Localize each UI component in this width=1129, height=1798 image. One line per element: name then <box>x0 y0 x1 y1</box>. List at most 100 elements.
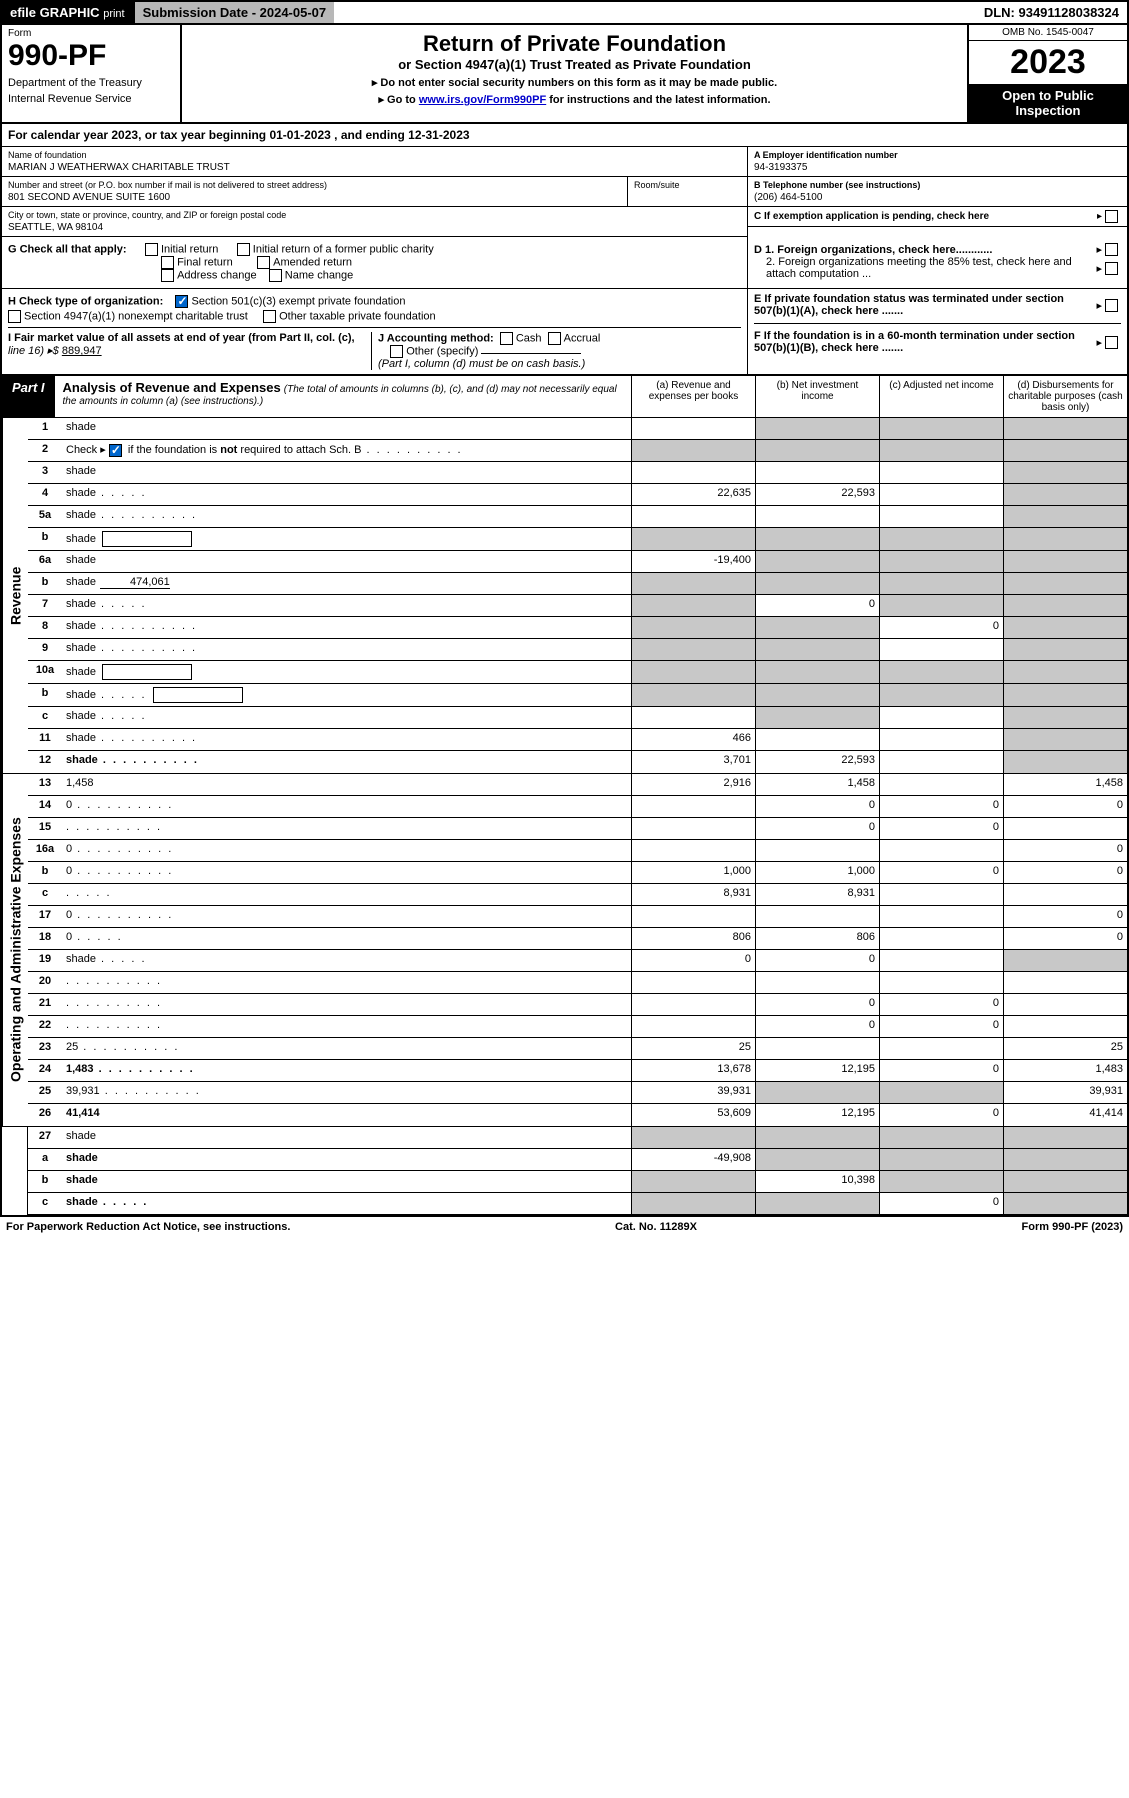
amount-cell-b: 0 <box>755 994 879 1015</box>
line-description: 0 <box>62 840 631 861</box>
amount-cell-a <box>631 639 755 660</box>
line-description: shade <box>62 729 631 750</box>
table-row: 2100 <box>28 994 1127 1016</box>
form-title: Return of Private Foundation <box>188 31 961 57</box>
amount-cell-c <box>879 906 1003 927</box>
amount-cell-d <box>1003 484 1127 505</box>
table-row: 23252525 <box>28 1038 1127 1060</box>
amount-cell-d: 1,483 <box>1003 1060 1127 1081</box>
amount-cell-b <box>755 1193 879 1214</box>
info-left: Name of foundation MARIAN J WEATHERWAX C… <box>2 147 747 237</box>
line-description: shade <box>62 950 631 971</box>
j-note: (Part I, column (d) must be on cash basi… <box>378 358 585 370</box>
d2-label: 2. Foreign organizations meeting the 85%… <box>754 256 1093 280</box>
addr-change-checkbox[interactable] <box>161 269 174 282</box>
name-change-checkbox[interactable] <box>269 269 282 282</box>
c-checkbox[interactable] <box>1105 210 1118 223</box>
f-checkbox[interactable] <box>1105 336 1118 349</box>
revenue-table: Revenue 1shade2Check ▸ if the foundation… <box>0 418 1129 774</box>
amount-cell-c <box>879 573 1003 594</box>
schb-checkbox[interactable] <box>109 444 122 457</box>
irs-link[interactable]: www.irs.gov/Form990PF <box>419 94 546 106</box>
other-label: Other (specify) <box>406 345 478 357</box>
d1-checkbox[interactable] <box>1105 243 1118 256</box>
info-grid: Name of foundation MARIAN J WEATHERWAX C… <box>0 147 1129 237</box>
c-cell: C If exemption application is pending, c… <box>748 207 1127 227</box>
line-number: 7 <box>28 595 62 616</box>
header-left: Form 990-PF Department of the Treasury I… <box>2 25 182 122</box>
amount-cell-b <box>755 639 879 660</box>
line-description: 0 <box>62 862 631 883</box>
amount-cell-a <box>631 661 755 683</box>
line-number: 3 <box>28 462 62 483</box>
initial-former-checkbox[interactable] <box>237 243 250 256</box>
bottom-table: 27shadeashade-49,908bshade10,398cshade0 <box>0 1127 1129 1217</box>
d2-checkbox[interactable] <box>1105 262 1118 275</box>
instr2-pre: ▸ Go to <box>378 94 418 106</box>
table-row: 1700 <box>28 906 1127 928</box>
other-method-checkbox[interactable] <box>390 345 403 358</box>
line-number: 4 <box>28 484 62 505</box>
header-center: Return of Private Foundation or Section … <box>182 25 967 122</box>
table-row: 8shade0 <box>28 617 1127 639</box>
footer-spacer <box>290 1221 615 1233</box>
column-headers: (a) Revenue and expenses per books (b) N… <box>631 376 1127 417</box>
room-cell: Room/suite <box>627 177 747 207</box>
amount-cell-b <box>755 1038 879 1059</box>
j-label: J Accounting method: <box>378 332 494 344</box>
amount-cell-a: -49,908 <box>631 1149 755 1170</box>
table-row: 1shade <box>28 418 1127 440</box>
amount-cell-a <box>631 1016 755 1037</box>
d1-label: D 1. Foreign organizations, check here..… <box>754 244 1093 256</box>
d-section: D 1. Foreign organizations, check here..… <box>747 237 1127 288</box>
amount-cell-a <box>631 595 755 616</box>
dln: DLN: 93491128038324 <box>976 2 1127 23</box>
amount-cell-b: 12,195 <box>755 1104 879 1126</box>
form-label: Form <box>8 28 174 39</box>
final-checkbox[interactable] <box>161 256 174 269</box>
room-label: Room/suite <box>634 180 741 190</box>
amount-cell-a <box>631 617 755 638</box>
inline-value: 474,061 <box>100 576 170 589</box>
name-label: Name of foundation <box>8 150 741 160</box>
h-opt2: Section 4947(a)(1) nonexempt charitable … <box>24 310 248 322</box>
amount-cell-d <box>1003 884 1127 905</box>
amended-checkbox[interactable] <box>257 256 270 269</box>
501c3-checkbox[interactable] <box>175 295 188 308</box>
table-row: 1500 <box>28 818 1127 840</box>
line-number: 11 <box>28 729 62 750</box>
amount-cell-b <box>755 440 879 461</box>
amount-cell-c <box>879 506 1003 527</box>
cash-checkbox[interactable] <box>500 332 513 345</box>
amount-cell-d <box>1003 617 1127 638</box>
amount-cell-a <box>631 972 755 993</box>
amount-cell-a <box>631 462 755 483</box>
line-number: 15 <box>28 818 62 839</box>
arrow-icon: ▸ <box>1096 262 1102 275</box>
amount-cell-a <box>631 440 755 461</box>
initial-checkbox[interactable] <box>145 243 158 256</box>
foundation-name-cell: Name of foundation MARIAN J WEATHERWAX C… <box>2 147 747 177</box>
efile-label[interactable]: efile GRAPHIC print <box>2 2 133 23</box>
ein-label: A Employer identification number <box>754 150 1121 160</box>
print-text[interactable]: print <box>103 8 124 20</box>
address-cell: Number and street (or P.O. box number if… <box>2 177 627 207</box>
fmv-value: 889,947 <box>62 345 102 357</box>
h-opt1: Section 501(c)(3) exempt private foundat… <box>191 295 405 307</box>
e-checkbox[interactable] <box>1105 299 1118 312</box>
other-taxable-checkbox[interactable] <box>263 310 276 323</box>
accrual-checkbox[interactable] <box>548 332 561 345</box>
line-description: Check ▸ if the foundation is not require… <box>62 440 631 461</box>
amount-cell-c <box>879 707 1003 728</box>
bottom-spacer <box>2 1127 28 1215</box>
amount-cell-d <box>1003 729 1127 750</box>
irs-label: Internal Revenue Service <box>8 93 174 105</box>
table-row: 11shade466 <box>28 729 1127 751</box>
initial-former-label: Initial return of a former public charit… <box>253 243 434 255</box>
table-row: ashade-49,908 <box>28 1149 1127 1171</box>
amount-cell-d <box>1003 994 1127 1015</box>
line-description: shade <box>62 707 631 728</box>
line-description: 0 <box>62 906 631 927</box>
4947-checkbox[interactable] <box>8 310 21 323</box>
amount-cell-b: 12,195 <box>755 1060 879 1081</box>
